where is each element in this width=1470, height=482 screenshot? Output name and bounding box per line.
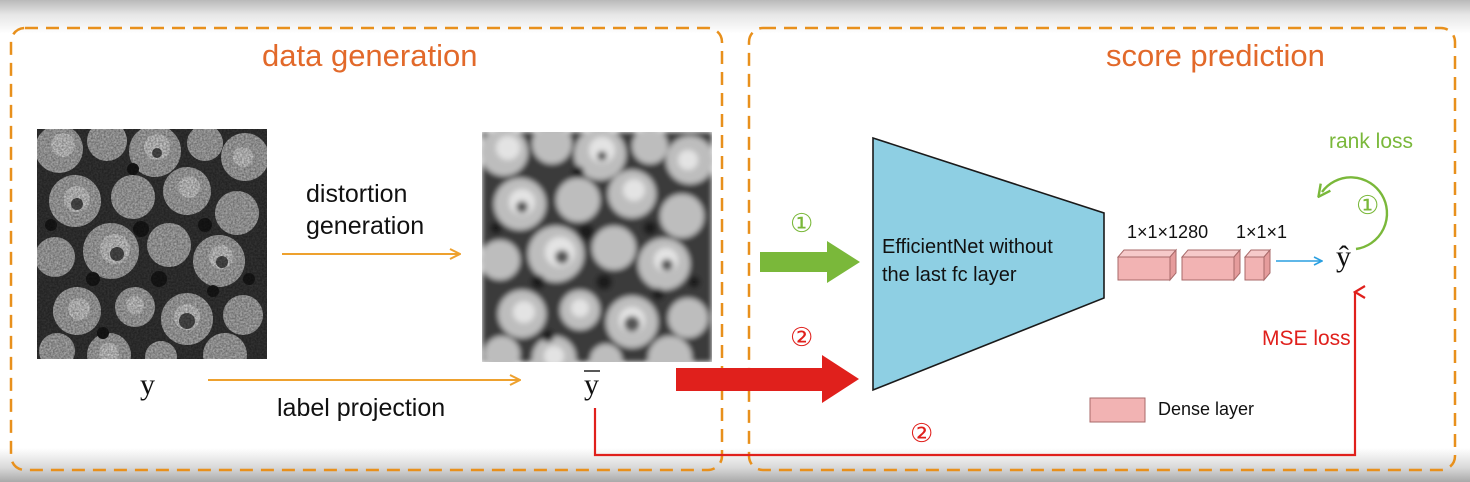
dense-layer-1280 xyxy=(1116,248,1178,282)
dense-dim-1: 1×1×1 xyxy=(1236,222,1288,242)
score-prediction-title: score prediction xyxy=(1106,38,1325,73)
label-y-hat: ŷ xyxy=(1336,240,1351,273)
distorted-sem-image xyxy=(482,132,712,362)
label-y: y xyxy=(140,368,155,401)
label-projection-label: label projection xyxy=(277,394,446,422)
label-y-bar: y xyxy=(584,368,599,401)
efficientnet-block xyxy=(872,136,1105,392)
dense-dim-1280: 1×1×1280 xyxy=(1127,222,1209,242)
legend-dense-swatch xyxy=(1089,397,1146,423)
mse-loss-label: MSE loss xyxy=(1262,327,1351,350)
green-flow-arrow xyxy=(760,241,860,283)
distortion-label-2: generation xyxy=(306,212,425,240)
circled-one-rank: ① xyxy=(1356,190,1380,220)
score-prediction-panel xyxy=(747,26,1457,472)
rank-loss-loop xyxy=(1322,176,1389,251)
red-flow-arrow xyxy=(676,355,859,403)
mse-loss-path xyxy=(593,292,1355,457)
dense-layer-1 xyxy=(1243,248,1272,282)
distortion-label-1: distortion xyxy=(306,180,408,208)
legend-dense-label: Dense layer xyxy=(1158,399,1255,419)
circled-one-green: ① xyxy=(790,208,814,238)
efficientnet-label-1: EfficientNet without xyxy=(882,236,1053,258)
circled-two-red: ② xyxy=(790,322,814,352)
original-sem-image xyxy=(37,129,267,359)
rank-loss-label: rank loss xyxy=(1329,130,1414,153)
data-generation-title: data generation xyxy=(262,38,478,73)
efficientnet-label-2: the last fc layer xyxy=(882,264,1017,286)
data-generation-panel xyxy=(9,26,724,472)
circled-two-mse: ② xyxy=(910,418,934,448)
dense-layer-1280b xyxy=(1180,248,1242,282)
